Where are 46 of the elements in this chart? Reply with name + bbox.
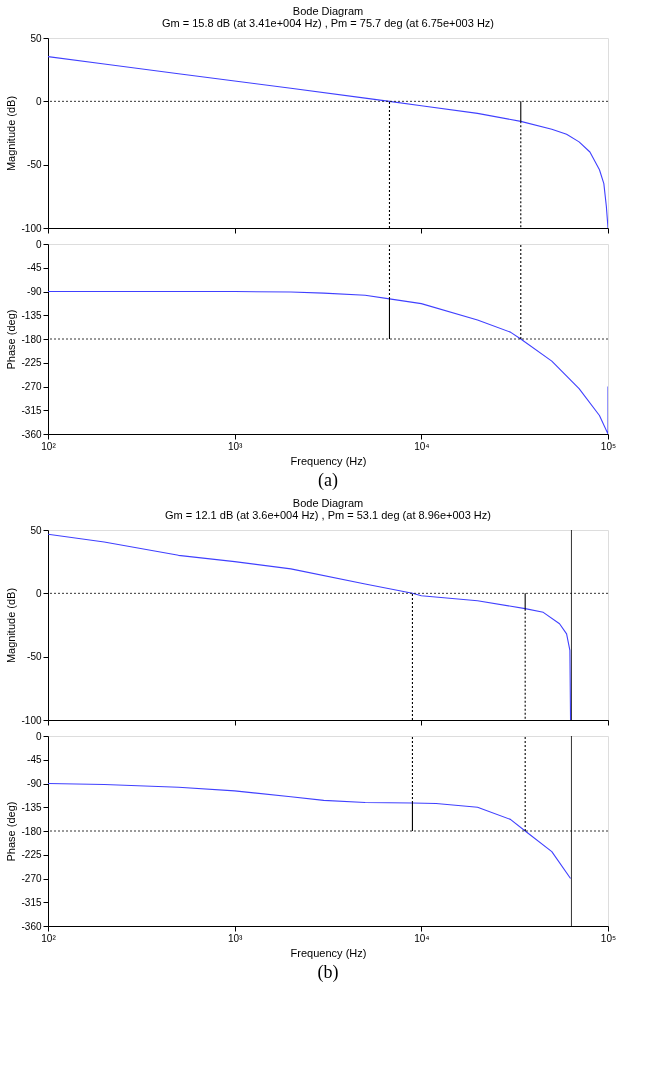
chart-title: Bode Diagram — [292, 497, 364, 509]
y-tick-label: -100 — [21, 222, 42, 234]
y-tick-label: 0 — [35, 95, 42, 107]
x-axis-title: Frequency (Hz) — [290, 454, 367, 467]
y-axis-title: Phase (deg) — [5, 801, 18, 862]
x-tick-label: 10² — [41, 440, 57, 452]
y-axis-title: Magnitude (dB) — [5, 587, 18, 664]
chart-subtitle: Gm = 12.1 dB (at 3.6e+004 Hz) , Pm = 53.1 deg (at 8.96e+003 Hz) — [165, 509, 491, 521]
x-tick-label: 10⁵ — [600, 932, 617, 944]
y-tick-label: -45 — [27, 754, 42, 766]
y-tick-label: -100 — [21, 714, 42, 726]
text: (a) — [318, 470, 338, 491]
x-tick-label: 10³ — [227, 932, 244, 944]
y-tick-label: -45 — [27, 262, 42, 274]
y-tick-label: -50 — [27, 159, 42, 171]
y-tick-label: 0 — [35, 730, 42, 742]
x-tick-label: 10⁴ — [414, 440, 430, 452]
y-tick-label: -135 — [21, 801, 42, 813]
y-tick-label: 0 — [35, 238, 42, 250]
y-tick-label: -135 — [21, 309, 42, 321]
y-tick-label: -315 — [21, 896, 42, 908]
y-tick-label: 50 — [30, 32, 42, 44]
chart-title: Bode Diagram — [292, 5, 364, 17]
y-tick-label: -360 — [21, 428, 42, 440]
chart-subtitle: Gm = 15.8 dB (at 3.41e+004 Hz) , Pm = 75.7 deg (at 6.75e+003 Hz) — [161, 17, 495, 29]
x-tick-label: 10³ — [227, 440, 244, 452]
x-tick-label: 10² — [41, 932, 57, 944]
y-tick-label: -270 — [21, 381, 42, 392]
text: (b) — [317, 962, 339, 983]
y-tick-label: -90 — [27, 286, 42, 297]
y-tick-label: -225 — [21, 357, 42, 369]
y-tick-label: -315 — [21, 404, 42, 416]
x-axis-title: Frequency (Hz) — [290, 946, 367, 959]
y-tick-label: -50 — [27, 651, 42, 663]
y-axis-title: Phase (deg) — [5, 309, 18, 370]
x-tick-label: 10⁴ — [414, 932, 430, 944]
y-tick-label: -90 — [27, 778, 42, 789]
y-tick-label: -225 — [21, 849, 42, 861]
y-tick-label: 0 — [35, 587, 42, 599]
y-tick-label: -360 — [21, 920, 42, 932]
y-axis-title: Magnitude (dB) — [5, 95, 18, 172]
x-tick-label: 10⁵ — [600, 440, 617, 452]
y-tick-label: 50 — [30, 524, 42, 536]
y-tick-label: -180 — [21, 333, 42, 345]
y-tick-label: -180 — [21, 825, 42, 837]
y-tick-label: -270 — [21, 873, 42, 884]
